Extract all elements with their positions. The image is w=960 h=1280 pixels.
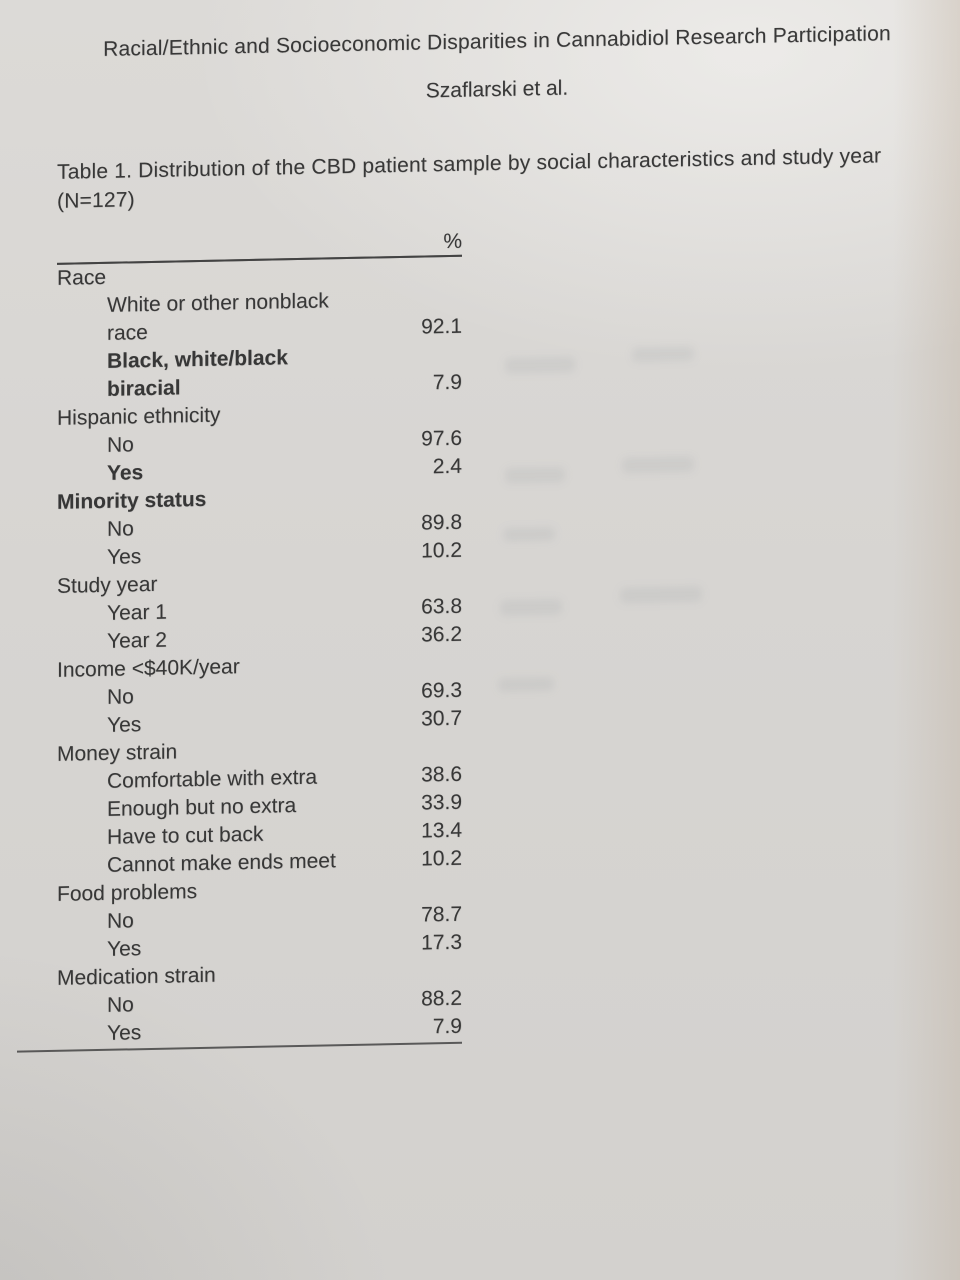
row-label: White or other nonblack race: [107, 289, 329, 345]
row-value: 89.8: [421, 510, 462, 535]
row-value: 2.4: [432, 454, 462, 479]
row-value: 7.9: [432, 370, 462, 395]
table-1: % Race White or other nonblack race 92.1 Bl…: [17, 226, 462, 1053]
bleed-through-smudge: [505, 466, 565, 484]
table-caption: Table 1. Distribution of the CBD patient…: [57, 140, 943, 216]
row-value: [365, 873, 462, 903]
row-value: 30.7: [421, 706, 462, 731]
bleed-through-smudge: [500, 598, 562, 616]
bleed-through-smudge: [622, 456, 694, 474]
row-value: 10.2: [421, 538, 462, 563]
row-value: 33.9: [421, 790, 462, 815]
row-value: 17.3: [421, 930, 462, 955]
row-value: 13.4: [421, 818, 462, 843]
row-value: 10.2: [421, 846, 462, 871]
row-value: 69.3: [421, 678, 462, 703]
percent-column-header: %: [365, 226, 462, 258]
row-label: Black, white/black biracial: [107, 346, 288, 401]
table-caption-line1: Table 1. Distribution of the CBD patient…: [57, 144, 882, 184]
table-row: Black, white/black biracial 7.9: [57, 341, 462, 405]
table-body: Race White or other nonblack race 92.1 Blac…: [57, 256, 462, 1049]
row-value: 7.9: [432, 1014, 462, 1039]
table-row: White or other nonblack race 92.1: [57, 285, 462, 349]
row-value: [365, 256, 462, 287]
bleed-through-smudge: [503, 526, 555, 542]
table-caption-line2: (N=127): [57, 188, 135, 213]
row-value: 78.7: [421, 902, 462, 927]
row-value: [365, 481, 462, 511]
bleed-through-smudge: [632, 346, 694, 363]
row-value: [365, 565, 462, 595]
row-value: [365, 397, 462, 427]
bleed-through-smudge: [498, 676, 554, 693]
row-value: [365, 733, 462, 763]
row-value: [365, 649, 462, 679]
bleed-through-smudge: [505, 356, 575, 374]
bleed-through-smudge: [620, 585, 702, 604]
row-value: 36.2: [421, 622, 462, 647]
distribution-table: % Race White or other nonblack race 92.1 Bl…: [57, 226, 462, 1049]
paper-author: Szaflarski et al.: [425, 76, 569, 103]
row-value: 63.8: [421, 594, 462, 619]
paper-title: Racial/Ethnic and Socioeconomic Disparit…: [103, 22, 891, 61]
row-value: 38.6: [421, 762, 462, 787]
row-value: 92.1: [421, 314, 462, 339]
row-value: 97.6: [421, 426, 462, 451]
row-value: [365, 957, 462, 987]
row-value: 88.2: [421, 986, 462, 1011]
